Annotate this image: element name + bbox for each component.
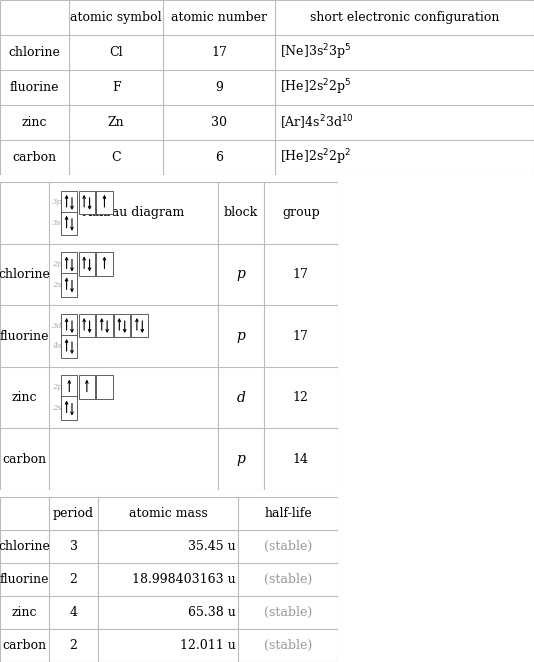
Text: atomic symbol: atomic symbol [70,11,162,24]
Text: fluorine: fluorine [10,81,59,94]
Text: 17: 17 [293,268,309,281]
Text: 12.011 u: 12.011 u [180,639,235,652]
Text: short electronic configuration: short electronic configuration [310,11,499,24]
Bar [61,273,77,297]
Text: carbon: carbon [13,151,57,164]
Text: 3: 3 [69,540,77,553]
Text: 14: 14 [293,453,309,465]
Text: 3s: 3s [52,219,61,227]
Text: 3p: 3p [52,199,62,207]
Bar [61,375,77,399]
Text: 35.45 u: 35.45 u [188,540,235,553]
Text: [Ne]3s$^2$3p$^5$: [Ne]3s$^2$3p$^5$ [280,43,352,62]
Text: 17: 17 [211,46,227,59]
Text: 2s: 2s [52,404,61,412]
Text: C: C [111,151,121,164]
Text: group: group [282,207,320,219]
Text: 2p: 2p [52,260,62,268]
Text: zinc: zinc [12,391,37,404]
Bar [61,314,77,337]
Text: 2: 2 [69,639,77,652]
Text: half-life: half-life [264,507,312,520]
Bar [96,314,113,337]
Text: fluorine: fluorine [0,573,49,586]
Text: 2p: 2p [52,383,62,391]
Text: 4s: 4s [52,342,61,350]
Text: p: p [237,329,245,343]
Bar [96,375,113,399]
Text: 65.38 u: 65.38 u [188,606,235,619]
Text: fluorine: fluorine [0,330,49,342]
Text: 12: 12 [293,391,309,404]
Bar [78,375,95,399]
Bar [96,191,113,214]
Text: [He]2s$^2$2p$^5$: [He]2s$^2$2p$^5$ [280,77,352,97]
Text: zinc: zinc [12,606,37,619]
Text: 4: 4 [69,606,77,619]
Text: p: p [237,452,245,466]
Text: 6: 6 [215,151,223,164]
Bar [78,314,95,337]
Text: chlorine: chlorine [0,268,50,281]
Text: 9: 9 [215,81,223,94]
Bar [61,252,77,275]
Text: (stable): (stable) [264,639,312,652]
Text: carbon: carbon [3,453,46,465]
Text: zinc: zinc [22,116,48,129]
Bar [131,314,148,337]
Text: (stable): (stable) [264,540,312,553]
Bar [61,191,77,214]
Text: period: period [53,507,94,520]
Text: atomic mass: atomic mass [129,507,208,520]
Text: 2: 2 [69,573,77,586]
Text: p: p [237,267,245,281]
Text: (stable): (stable) [264,573,312,586]
Bar [78,191,95,214]
Text: d: d [237,391,245,404]
Bar [61,397,77,420]
Text: 18.998403163 u: 18.998403163 u [132,573,235,586]
Bar [114,314,130,337]
Text: Cl: Cl [109,46,123,59]
Text: chlorine: chlorine [0,540,50,553]
Text: F: F [112,81,121,94]
Text: 30: 30 [211,116,227,129]
Text: 3d: 3d [52,322,62,330]
Text: 2s: 2s [52,281,61,289]
Text: Aufbau diagram: Aufbau diagram [82,207,185,219]
Text: 17: 17 [293,330,309,342]
Text: [Ar]4s$^2$3d$^{10}$: [Ar]4s$^2$3d$^{10}$ [280,113,354,132]
Text: carbon: carbon [3,639,46,652]
Text: Zn: Zn [108,116,124,129]
Text: block: block [224,207,258,219]
Text: [He]2s$^2$2p$^2$: [He]2s$^2$2p$^2$ [280,148,351,167]
Bar [96,252,113,275]
Bar [61,335,77,358]
Text: atomic number: atomic number [171,11,267,24]
Bar [78,252,95,275]
Bar [61,212,77,235]
Text: chlorine: chlorine [9,46,61,59]
Text: (stable): (stable) [264,606,312,619]
